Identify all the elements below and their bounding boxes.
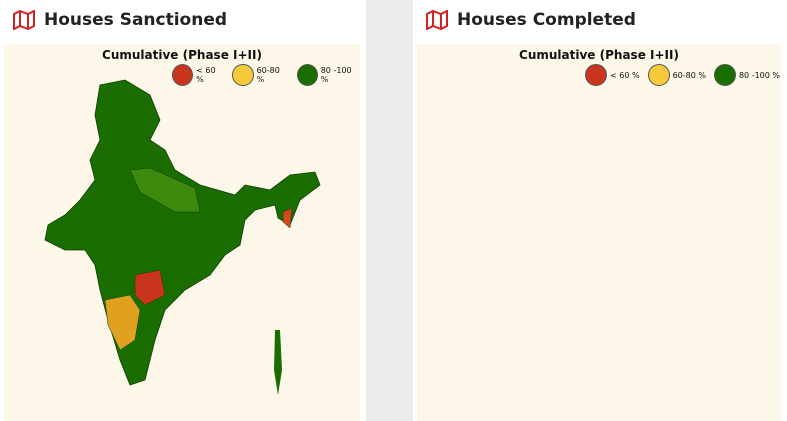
map-icon bbox=[13, 10, 35, 30]
region bbox=[129, 167, 201, 213]
subtitle: Cumulative (Phase I+II) bbox=[102, 48, 262, 62]
legend-swatch bbox=[232, 64, 254, 86]
panel-header: Houses Sanctioned bbox=[0, 0, 366, 40]
panel: Houses Sanctioned Cumulative (Phase I+II… bbox=[0, 0, 366, 421]
legend-swatch bbox=[713, 64, 736, 86]
panel-title: Houses Completed bbox=[457, 10, 636, 30]
legend-swatch bbox=[296, 64, 318, 86]
map-area: Cumulative (Phase I+II) < 60 % 60-80 % 8… bbox=[4, 44, 360, 421]
legend-label: 60-80 % bbox=[256, 66, 280, 84]
india-map bbox=[417, 44, 781, 421]
legend: < 60 % 60-80 % 80 -100 % bbox=[164, 64, 360, 86]
map-area: Cumulative (Phase I+II) < 60 % 60-80 % 8… bbox=[417, 44, 781, 421]
legend-label: 80 -100 % bbox=[738, 70, 780, 80]
region bbox=[282, 207, 293, 229]
panel-title: Houses Sanctioned bbox=[44, 10, 228, 30]
island bbox=[274, 330, 282, 395]
panel: Houses Completed Cumulative (Phase I+II)… bbox=[413, 0, 787, 421]
legend-label: 60-80 % bbox=[672, 70, 706, 80]
legend-swatch bbox=[172, 64, 194, 86]
legend-label: < 60 % bbox=[196, 66, 216, 84]
legend-label: < 60 % bbox=[610, 70, 640, 80]
india-map bbox=[44, 79, 321, 395]
subtitle: Cumulative (Phase I+II) bbox=[519, 48, 679, 62]
legend-swatch bbox=[585, 64, 607, 86]
legend-label: 80 -100 % bbox=[320, 66, 352, 84]
map-icon bbox=[426, 10, 448, 30]
legend-swatch bbox=[647, 64, 670, 86]
legend: < 60 % 60-80 % 80 -100 % bbox=[577, 64, 780, 86]
panel-header: Houses Completed bbox=[413, 0, 787, 40]
region bbox=[104, 294, 141, 351]
region bbox=[134, 269, 166, 306]
